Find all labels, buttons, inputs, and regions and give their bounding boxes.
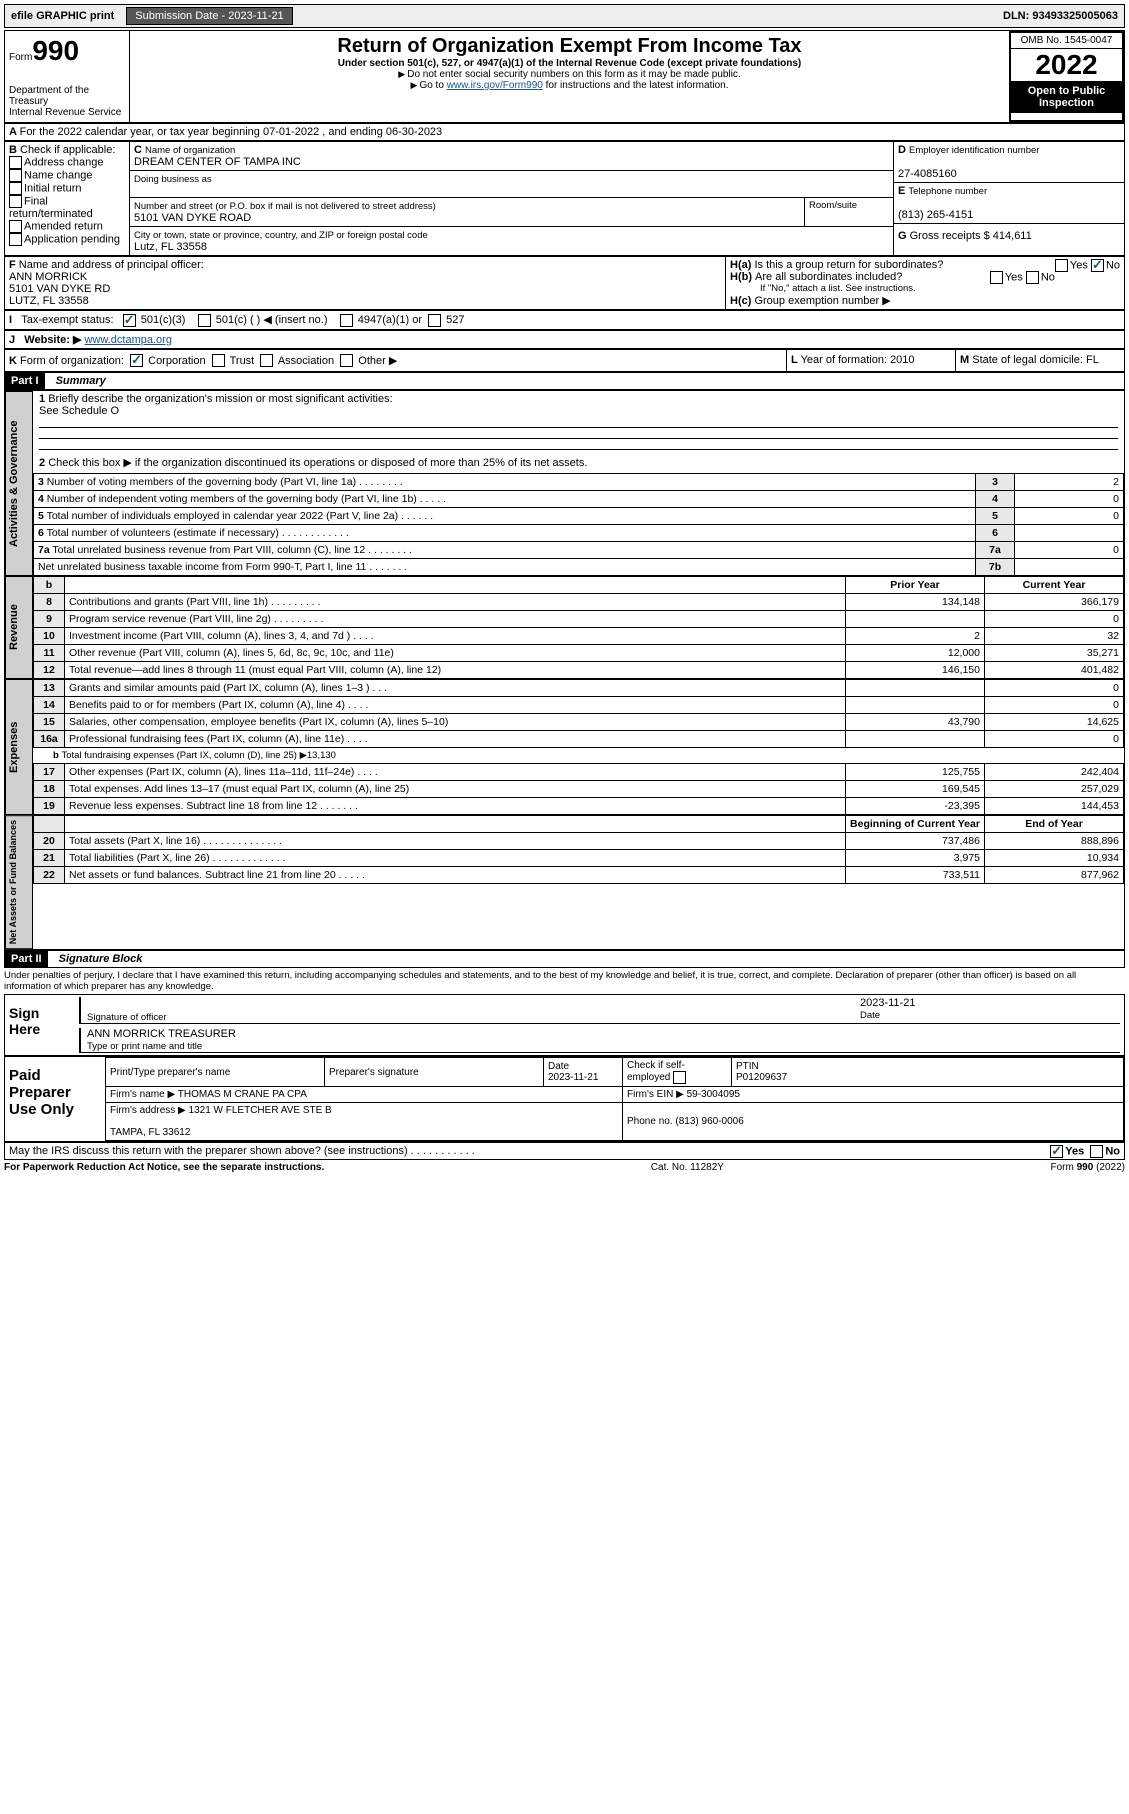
cb-hb-no[interactable]: [1026, 271, 1039, 284]
governance-table: 3 Number of voting members of the govern…: [33, 473, 1124, 576]
vlabel-governance: Activities & Governance: [5, 391, 33, 576]
form-title: Return of Organization Exempt From Incom…: [134, 35, 1005, 58]
phone: (813) 265-4151: [898, 209, 973, 221]
expenses-table: 13Grants and similar amounts paid (Part …: [33, 679, 1124, 748]
dept-label: Department of the Treasury Internal Reve…: [9, 85, 125, 118]
cb-initial-return[interactable]: [9, 182, 22, 195]
org-name: DREAM CENTER OF TAMPA INC: [134, 156, 301, 168]
year-formation: 2010: [890, 354, 914, 366]
cb-ha-yes[interactable]: [1055, 259, 1068, 272]
cb-amended[interactable]: [9, 220, 22, 233]
cb-ha-no[interactable]: [1091, 259, 1104, 272]
cb-irs-no[interactable]: [1090, 1145, 1103, 1158]
mission-text: See Schedule O: [39, 405, 119, 417]
sign-date: 2023-11-21: [860, 997, 915, 1009]
website-row: J Website: ▶ www.dctampa.org: [4, 330, 1125, 349]
cb-527[interactable]: [428, 314, 441, 327]
revenue-table: bPrior YearCurrent Year 8Contributions a…: [33, 576, 1124, 679]
part1-header: Part I Summary: [4, 372, 1125, 390]
ptin: P01209637: [736, 1072, 787, 1083]
org-street: 5101 VAN DYKE ROAD: [134, 212, 251, 224]
cb-trust[interactable]: [212, 354, 225, 367]
penalty-text: Under penalties of perjury, I declare th…: [4, 968, 1125, 994]
year-box: OMB No. 1545-0047 2022 Open to Public In…: [1009, 31, 1124, 122]
subtitle-2: Do not enter social security numbers on …: [134, 69, 1005, 80]
tax-year: 2022: [1011, 49, 1122, 81]
org-city: Lutz, FL 33558: [134, 241, 207, 253]
open-public: Open to Public Inspection: [1011, 81, 1122, 113]
cb-app-pending[interactable]: [9, 233, 22, 246]
tax-exempt-status: I Tax-exempt status: 501(c)(3) 501(c) ( …: [4, 310, 1125, 330]
cb-name-change[interactable]: [9, 169, 22, 182]
right-info: D Employer identification number 27-4085…: [894, 142, 1124, 255]
gross-receipts: 414,611: [993, 230, 1032, 242]
header-bar: efile GRAPHIC print Submission Date - 20…: [4, 4, 1125, 28]
footer: For Paperwork Reduction Act Notice, see …: [4, 1160, 1125, 1175]
cb-irs-yes[interactable]: [1050, 1145, 1063, 1158]
sign-block: Sign Here Signature of officer 2023-11-2…: [4, 994, 1125, 1056]
subtitle-1: Under section 501(c), 527, or 4947(a)(1)…: [134, 58, 1005, 69]
firm-name: THOMAS M CRANE PA CPA: [178, 1089, 307, 1100]
domicile: FL: [1086, 354, 1099, 366]
form-header: Form990 Department of the Treasury Inter…: [4, 30, 1125, 123]
website-link[interactable]: www.dctampa.org: [85, 334, 172, 346]
cb-self-employed[interactable]: [673, 1071, 686, 1084]
cb-4947[interactable]: [340, 314, 353, 327]
subtitle-3: Go to www.irs.gov/Form990 for instructio…: [134, 80, 1005, 91]
irs-link[interactable]: www.irs.gov/Form990: [447, 80, 543, 91]
balance-table: Beginning of Current YearEnd of Year 20T…: [33, 815, 1124, 884]
officer-block: F Name and address of principal officer:…: [4, 256, 1125, 310]
org-info-grid: B Check if applicable: Address change Na…: [4, 141, 1125, 256]
efile-label: efile GRAPHIC print: [5, 8, 120, 24]
cb-corp[interactable]: [130, 354, 143, 367]
officer-info: ANN MORRICK 5101 VAN DYKE RD LUTZ, FL 33…: [9, 271, 110, 307]
omb-number: OMB No. 1545-0047: [1011, 33, 1122, 49]
dln-label: DLN: 93493325005063: [997, 8, 1124, 24]
cb-final-return[interactable]: [9, 195, 22, 208]
check-applicable: B Check if applicable: Address change Na…: [5, 142, 130, 255]
preparer-block: Paid Preparer Use Only Print/Type prepar…: [4, 1056, 1125, 1142]
cb-501c: [198, 314, 211, 327]
signer-name: ANN MORRICK TREASURER: [87, 1028, 236, 1040]
period-line: A For the 2022 calendar year, or tax yea…: [4, 123, 1125, 141]
summary-body: Activities & Governance 1 Briefly descri…: [4, 390, 1125, 950]
part2-header: Part II Signature Block: [4, 950, 1125, 968]
irs-discuss: May the IRS discuss this return with the…: [4, 1142, 1125, 1160]
form-number: 990: [32, 35, 79, 66]
cb-assoc[interactable]: [260, 354, 273, 367]
vlabel-expenses: Expenses: [5, 679, 33, 815]
firm-phone: (813) 960-0006: [675, 1116, 743, 1127]
org-details: C Name of organization DREAM CENTER OF T…: [130, 142, 894, 255]
cb-501c3[interactable]: [123, 314, 136, 327]
cb-hb-yes[interactable]: [990, 271, 1003, 284]
vlabel-revenue: Revenue: [5, 576, 33, 679]
cb-address-change[interactable]: [9, 156, 22, 169]
firm-ein: 59-3004095: [687, 1089, 740, 1100]
cb-other[interactable]: [340, 354, 353, 367]
submission-date-btn[interactable]: Submission Date - 2023-11-21: [126, 7, 292, 25]
klm-row: K Form of organization: Corporation Trus…: [4, 349, 1125, 373]
vlabel-netassets: Net Assets or Fund Balances: [5, 815, 33, 949]
form-prefix: Form: [9, 52, 32, 63]
ein: 27-4085160: [898, 168, 957, 180]
